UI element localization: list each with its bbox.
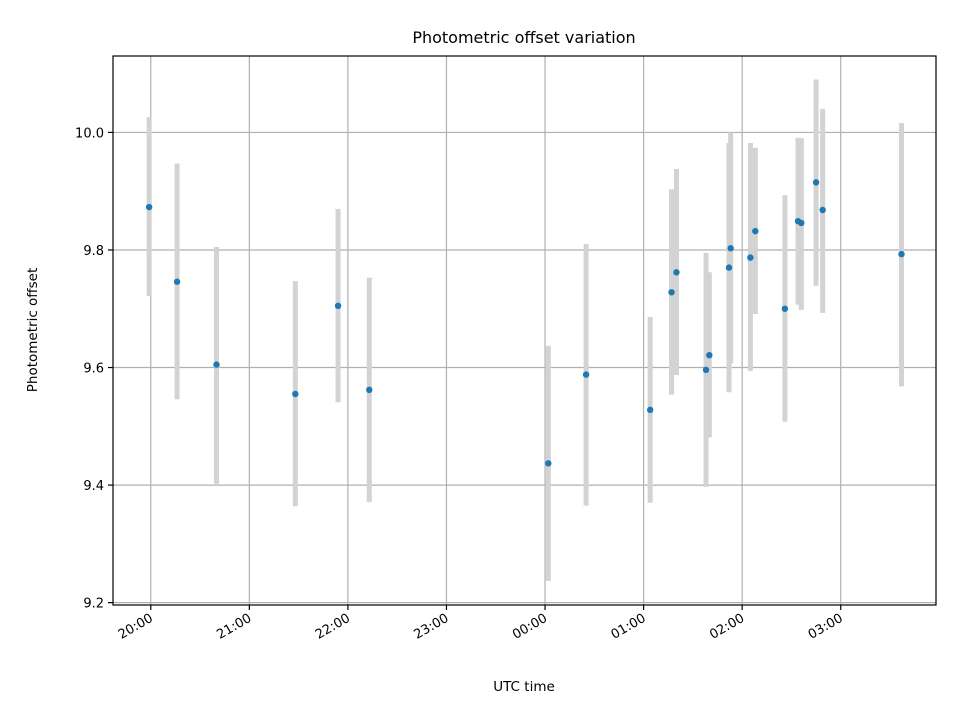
x-tick-label: 02:00 bbox=[707, 611, 747, 643]
y-tick-label: 9.4 bbox=[83, 479, 104, 494]
data-point bbox=[819, 206, 826, 214]
x-axis: 20:00 21:00 22:00 23:00 00:00 01:00 02:00 03:00 bbox=[116, 605, 846, 643]
plot-frame bbox=[112, 55, 937, 606]
data-point bbox=[725, 264, 733, 271]
data-point bbox=[292, 390, 299, 398]
x-tick-label: 22:00 bbox=[313, 611, 353, 643]
y-tick-label: 9.8 bbox=[83, 244, 104, 259]
x-tick-label: 23:00 bbox=[412, 611, 452, 643]
y-axis: 9.2 9.4 9.6 9.8 10.0 bbox=[75, 126, 113, 612]
data-point bbox=[334, 302, 342, 310]
x-axis-label: UTC time bbox=[493, 679, 555, 695]
data-point bbox=[752, 227, 759, 235]
data-points bbox=[145, 179, 905, 467]
chart-title: Photometric offset variation bbox=[412, 28, 635, 47]
x-tick-label: 00:00 bbox=[510, 611, 550, 643]
y-tick-label: 9.2 bbox=[83, 597, 104, 612]
data-point bbox=[673, 269, 680, 276]
x-tick-label: 03:00 bbox=[806, 611, 846, 643]
data-point bbox=[173, 278, 181, 285]
data-point bbox=[706, 351, 713, 359]
x-tick-label: 21:00 bbox=[214, 611, 254, 643]
data-point bbox=[213, 361, 220, 368]
data-point bbox=[668, 289, 675, 296]
data-point bbox=[781, 305, 789, 312]
x-tick-label: 20:00 bbox=[116, 611, 156, 643]
y-tick-label: 9.6 bbox=[83, 362, 104, 377]
data-point bbox=[747, 254, 754, 261]
errorbars bbox=[146, 79, 905, 581]
data-point bbox=[545, 460, 552, 467]
grid bbox=[113, 56, 936, 605]
data-point bbox=[812, 179, 820, 186]
data-point bbox=[898, 250, 905, 258]
data-point bbox=[366, 386, 373, 394]
data-point bbox=[582, 371, 590, 378]
data-point bbox=[702, 366, 710, 374]
y-axis-label: Photometric offset bbox=[25, 268, 41, 392]
data-point bbox=[145, 203, 153, 211]
x-tick-label: 01:00 bbox=[609, 611, 649, 643]
y-tick-label: 10.0 bbox=[75, 126, 104, 141]
data-point bbox=[798, 219, 805, 227]
data-point bbox=[646, 406, 654, 414]
data-point bbox=[727, 245, 734, 252]
